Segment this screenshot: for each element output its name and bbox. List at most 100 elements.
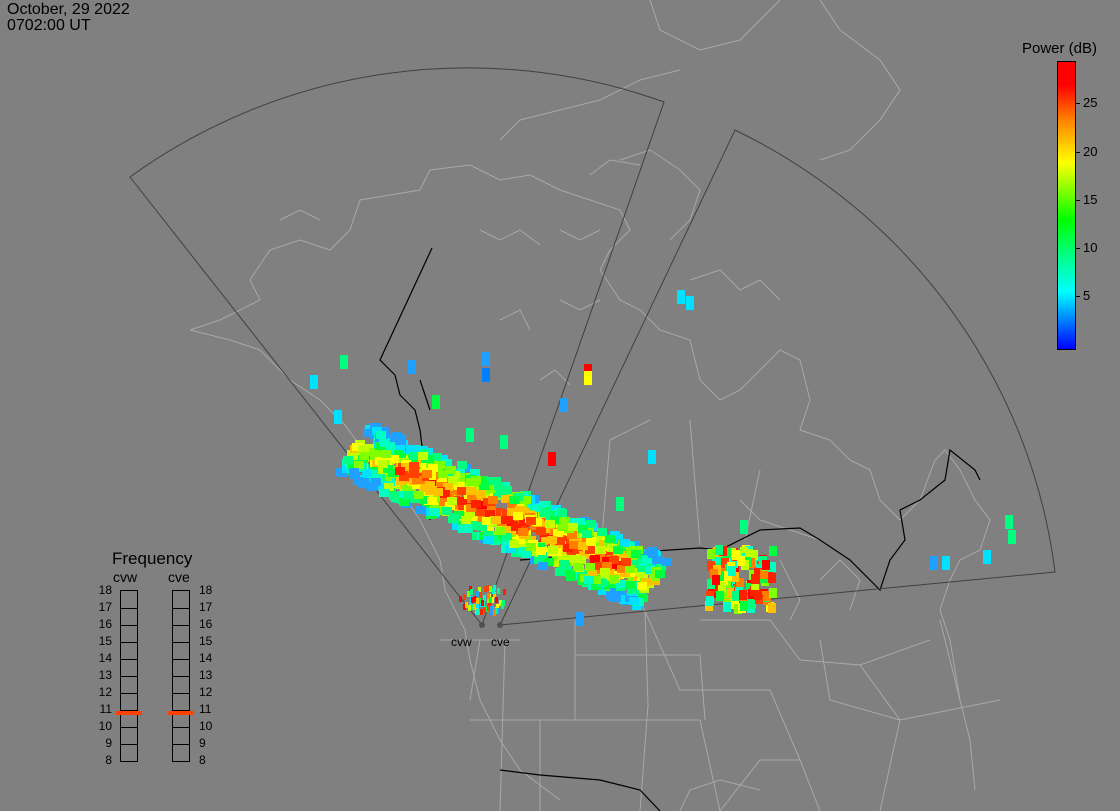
echo-cell — [573, 563, 583, 571]
echo-cell — [448, 477, 458, 485]
echo-cell — [457, 487, 467, 495]
echo-cell — [706, 596, 714, 606]
echo-cell — [548, 546, 558, 554]
echo-cell — [598, 587, 608, 595]
echo-cell — [521, 550, 531, 558]
echo-cell — [493, 592, 496, 598]
frequency-label: 13 — [98, 668, 112, 682]
frequency-label: 15 — [199, 634, 213, 648]
echo-cell — [438, 470, 448, 478]
echo-cell — [468, 605, 471, 611]
echo-cell — [488, 601, 491, 607]
echo-cell — [483, 607, 486, 613]
echo-cell — [540, 509, 550, 517]
echo-cell — [768, 573, 776, 583]
echo-cell — [621, 558, 631, 566]
frequency-scale-box — [172, 590, 190, 762]
echo-cell — [476, 603, 479, 609]
frequency-label: 17 — [199, 600, 213, 614]
cve-column-label: cve — [168, 569, 190, 585]
echo-cell — [450, 471, 460, 479]
echo-cell — [563, 544, 573, 552]
frequency-label: 11 — [99, 702, 112, 716]
echo-cell — [536, 547, 546, 555]
echo-cell — [385, 478, 395, 486]
echo-cell — [768, 562, 776, 572]
echo-cell — [500, 435, 508, 449]
echo-cell — [585, 546, 595, 554]
frequency-label: 8 — [199, 753, 206, 767]
frequency-label: 8 — [105, 753, 112, 767]
echo-cell — [419, 483, 429, 491]
echo-cell — [488, 496, 498, 504]
echo-cell — [382, 473, 392, 481]
cve-radar-site — [497, 622, 503, 628]
echo-cell — [585, 563, 595, 571]
echo-cell — [377, 482, 387, 490]
cve-radar-label: cve — [491, 635, 510, 649]
echo-cell — [476, 490, 486, 498]
frequency-label: 14 — [199, 651, 213, 665]
echo-cell — [379, 439, 389, 447]
echo-cell — [751, 574, 759, 584]
echo-cell — [557, 523, 567, 531]
echo-cell — [615, 551, 625, 559]
echo-cell — [559, 518, 569, 526]
echo-cell — [600, 568, 610, 576]
echo-cell — [363, 429, 373, 437]
colorbar-label: 20 — [1083, 144, 1098, 159]
echo-cell — [409, 462, 419, 470]
power-colorbar — [1057, 61, 1076, 350]
echo-cell — [496, 527, 506, 535]
echo-cell — [359, 452, 369, 460]
echo-cell — [754, 590, 762, 600]
colorbar-label: 15 — [1083, 192, 1098, 207]
echo-cell — [397, 491, 407, 499]
echo-cell — [340, 355, 348, 369]
echo-cell — [587, 568, 597, 576]
radar-fields-of-view — [129, 67, 1056, 626]
date-label: October, 29 2022 — [7, 1, 130, 18]
colorbar-tick — [1075, 103, 1080, 104]
echo-cell — [479, 482, 489, 490]
echo-cell — [493, 490, 503, 498]
echo-cell — [442, 507, 452, 515]
echo-cell — [443, 483, 453, 491]
frequency-gridline — [121, 727, 137, 728]
echo-cell — [487, 593, 490, 599]
echo-cell — [466, 428, 474, 442]
frequency-gridline — [121, 744, 137, 745]
echo-cell — [482, 517, 492, 525]
echo-cell — [728, 566, 736, 576]
echo-cell — [501, 516, 511, 524]
frequency-label: 16 — [199, 617, 213, 631]
political-borders — [440, 419, 1001, 811]
echo-cell — [487, 605, 490, 611]
echo-cell — [349, 468, 359, 476]
echo-cell — [527, 502, 537, 510]
echo-cell — [591, 582, 601, 590]
echo-cell — [983, 550, 991, 564]
echo-cell — [396, 434, 406, 442]
echo-cell — [458, 525, 468, 533]
echo-cell — [597, 579, 607, 587]
echo-cell — [503, 589, 506, 595]
echo-cell — [471, 521, 481, 529]
frequency-gridline — [173, 642, 189, 643]
echo-cell — [648, 450, 656, 464]
echo-cell — [478, 476, 488, 484]
colorbar-label: 10 — [1083, 240, 1098, 255]
echo-cell — [476, 609, 479, 615]
echo-cell — [677, 290, 685, 304]
echo-cell — [745, 549, 753, 559]
echo-cell — [370, 452, 380, 460]
echo-cell — [470, 469, 480, 477]
echo-cell — [463, 604, 466, 610]
echo-cell — [422, 470, 432, 478]
echo-cell — [769, 588, 777, 598]
backscatter-echoes — [310, 290, 1016, 626]
time-label: 0702:00 UT — [7, 17, 91, 34]
frequency-label: 11 — [199, 702, 212, 716]
echo-cell — [712, 575, 720, 585]
echo-cell — [582, 530, 592, 538]
